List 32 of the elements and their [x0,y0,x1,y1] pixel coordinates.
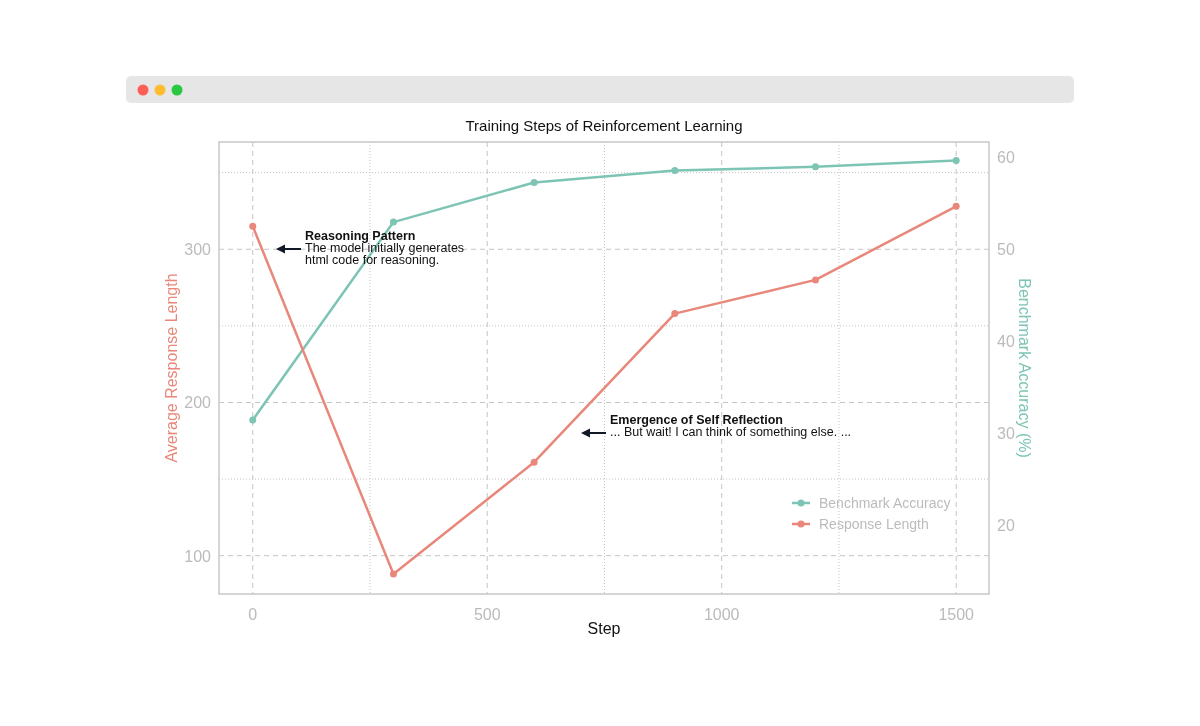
point [811,276,819,284]
x-tick-label: 0 [248,606,258,623]
point [249,222,257,230]
point [530,458,538,466]
x-axis-title: Step [587,620,621,637]
y2-tick-label: 50 [997,240,1015,258]
annotation: Emergence of Self Reflection ... But wait! I can think of something else. ... [610,413,852,439]
annotation: Reasoning Pattern The model initially generates html code for reasoning. [305,229,465,267]
y2-axis-title: Benchmark Accuracy (%) [1016,278,1033,458]
y2-tick-label: 20 [997,516,1015,534]
y-tick-label: 100 [184,547,212,565]
legend-label: Benchmark Accuracy [819,495,951,511]
point [671,310,679,318]
point [389,218,397,226]
x-tick-label: 1000 [703,606,740,623]
y-tick-label: 200 [184,394,212,412]
chart-title: Training Steps of Reinforcement Learning [465,117,743,134]
x-tick-label: 500 [473,606,501,623]
point [671,167,679,175]
y2-tick-label: 30 [997,424,1015,442]
point [530,179,538,187]
point [249,416,257,424]
point [811,163,819,171]
legend-label: Response Length [819,516,929,532]
y-axis-title: Average Response Length [163,273,180,463]
y2-tick-label: 40 [997,332,1015,350]
y2-tick-label: 60 [997,148,1015,166]
point [389,570,397,578]
x-tick-label: 1500 [938,606,975,623]
point [952,202,960,210]
point [952,156,960,164]
y-tick-label: 300 [184,241,212,259]
